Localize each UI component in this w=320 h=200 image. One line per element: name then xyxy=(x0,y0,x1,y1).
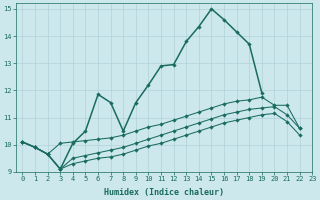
X-axis label: Humidex (Indice chaleur): Humidex (Indice chaleur) xyxy=(104,188,224,197)
